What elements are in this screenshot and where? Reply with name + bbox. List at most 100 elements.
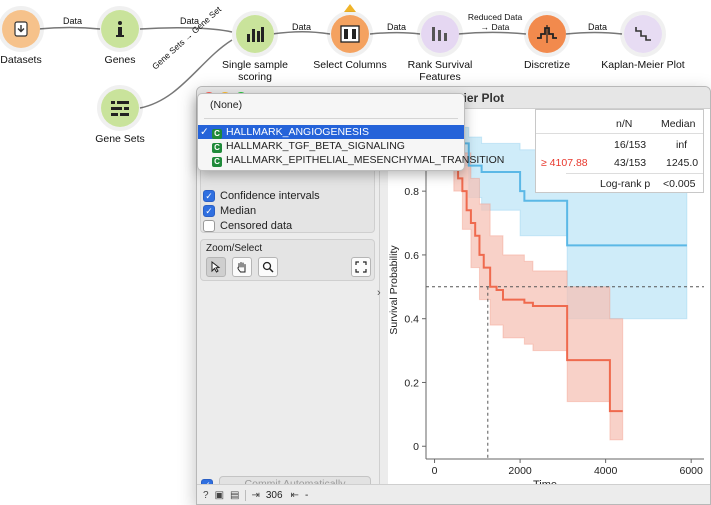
- ci-band-1: [434, 126, 624, 441]
- output-rows-count: -: [304, 490, 309, 501]
- gene-sets-icon: [97, 85, 143, 131]
- dropdown-item-angiogenesis[interactable]: ✓ C HALLMARK_ANGIOGENESIS: [198, 125, 464, 139]
- node-select-columns[interactable]: Select Columns: [305, 4, 395, 71]
- stats-row-nN: 16/153: [614, 139, 647, 151]
- selected-checkmark-icon: ✓: [200, 126, 209, 138]
- help-icon[interactable]: ?: [203, 490, 209, 501]
- save-icon[interactable]: ▣: [214, 490, 225, 501]
- confidence-intervals-checkbox[interactable]: ✓ Confidence intervals: [203, 190, 320, 202]
- link-discretize-km[interactable]: [565, 31, 623, 35]
- stats-header-nN: n/N: [616, 118, 633, 130]
- x-tick-label: 6000: [679, 465, 703, 477]
- dropdown-item-label: (None): [210, 99, 243, 111]
- checkbox-label: Confidence intervals: [220, 190, 320, 202]
- checkbox-checked-icon: ✓: [203, 205, 215, 217]
- magnifier-icon: [262, 261, 274, 273]
- continuous-variable-icon: C: [212, 129, 222, 139]
- link-genes-scoring[interactable]: [139, 27, 233, 33]
- censored-data-checkbox[interactable]: Censored data: [203, 220, 292, 232]
- zoom-select-title: Zoom/Select: [206, 243, 263, 254]
- warning-icon: [344, 4, 356, 12]
- node-label: Select Columns: [313, 59, 387, 71]
- dropdown-item-emt[interactable]: C HALLMARK_EPITHELIAL_MESENCHYMAL_TRANSIT…: [198, 153, 504, 167]
- pan-tool-button[interactable]: [232, 257, 252, 277]
- input-rows-count: 306: [265, 490, 283, 501]
- dropdown-item-none[interactable]: (None): [198, 98, 464, 112]
- y-tick-label: 0: [413, 441, 419, 453]
- node-datasets[interactable]: Datasets: [0, 6, 66, 66]
- x-tick-label: 0: [432, 465, 438, 477]
- edge-label: Data: [588, 22, 608, 32]
- y-axis-label: Survival Probability: [388, 245, 400, 335]
- x-tick-label: 2000: [508, 465, 532, 477]
- output-icon: ⇤: [290, 490, 299, 501]
- node-discretize[interactable]: Discretize: [502, 11, 592, 71]
- stats-row-median: inf: [676, 139, 688, 151]
- dropdown-item-tgf-beta[interactable]: C HALLMARK_TGF_BETA_SIGNALING: [198, 139, 464, 153]
- info-icon: [97, 6, 143, 52]
- edge-label: Data: [63, 16, 83, 26]
- y-tick-label: 0.8: [404, 186, 419, 198]
- node-rank-survival-features[interactable]: Rank Survival Features: [395, 11, 485, 83]
- display-options-group: [200, 161, 375, 233]
- logrank-value: <0.005: [663, 178, 696, 190]
- dropdown-separator: [204, 118, 458, 119]
- reset-zoom-button[interactable]: [351, 257, 371, 277]
- node-genes[interactable]: Genes: [75, 6, 165, 66]
- report-icon[interactable]: ▤: [230, 490, 240, 501]
- hand-icon: [237, 262, 246, 273]
- node-single-sample-scoring[interactable]: Single sample scoring: [207, 11, 303, 83]
- panel-toggle-icon[interactable]: ›: [377, 287, 381, 299]
- select-tool-button[interactable]: [206, 257, 226, 277]
- discretize-icon: [524, 11, 570, 57]
- continuous-variable-icon: C: [212, 143, 222, 153]
- node-gene-sets[interactable]: Gene Sets: [75, 85, 165, 145]
- edge-label: Reduced Data → Data: [467, 12, 523, 32]
- edge-label: Data: [180, 16, 200, 26]
- node-label: Datasets: [0, 54, 42, 66]
- stats-table: n/N Median 16/153 inf ≥ 4107.88 43/153 1…: [535, 109, 704, 193]
- continuous-variable-icon: C: [212, 157, 222, 167]
- x-tick-label: 4000: [594, 465, 618, 477]
- group-by-dropdown-menu[interactable]: (None) ✓ C HALLMARK_ANGIOGENESIS C HALLMARK…: [197, 93, 504, 171]
- node-label: Discretize: [523, 59, 571, 71]
- edge-label: Data: [292, 22, 312, 32]
- node-label: Rank Survival Features: [407, 59, 473, 83]
- stats-row-nN: 43/153: [614, 157, 647, 169]
- stats-row-group: ≥ 4107.88: [541, 157, 588, 169]
- dropdown-item-label: HALLMARK_TGF_BETA_SIGNALING: [226, 140, 405, 152]
- node-label: Gene Sets: [95, 133, 145, 145]
- link-selectcolumns-rank[interactable]: [369, 31, 421, 35]
- select-columns-icon: [327, 11, 373, 57]
- node-label: Kaplan-Meier Plot: [601, 59, 685, 71]
- y-tick-label: 0.2: [404, 377, 419, 389]
- median-checkbox[interactable]: ✓ Median: [203, 205, 256, 217]
- status-bar: ? ▣ ▤ ⇥ 306 ⇤ -: [197, 484, 710, 504]
- node-label: Genes: [104, 54, 136, 66]
- zoom-tool-button[interactable]: [258, 257, 278, 277]
- node-label: Single sample scoring: [222, 59, 288, 83]
- zoom-select-group: Zoom/Select: [200, 239, 375, 281]
- y-tick-label: 0.6: [404, 250, 419, 262]
- datasets-icon: [0, 6, 44, 52]
- checkbox-label: Median: [220, 205, 257, 217]
- y-tick-label: 0.4: [404, 314, 419, 326]
- node-kaplan-meier-plot[interactable]: Kaplan-Meier Plot: [598, 11, 688, 71]
- link-rank-discretize[interactable]: [457, 31, 527, 35]
- checkbox-checked-icon: ✓: [203, 190, 215, 202]
- link-genesets-scoring[interactable]: [139, 39, 233, 109]
- pointer-icon: [211, 261, 221, 273]
- dropdown-item-label: HALLMARK_EPITHELIAL_MESENCHYMAL_TRANSITI…: [226, 154, 505, 166]
- rank-icon: [417, 11, 463, 57]
- logrank-label: Log-rank p: [600, 178, 651, 190]
- stats-header-median: Median: [661, 118, 696, 130]
- fit-view-icon: [355, 261, 367, 273]
- dropdown-item-label: HALLMARK_ANGIOGENESIS: [226, 126, 369, 138]
- input-icon: ⇥: [245, 490, 260, 501]
- km-plot-icon: [620, 11, 666, 57]
- checkbox-unchecked-icon: [203, 220, 215, 232]
- bar-chart-icon: [232, 11, 278, 57]
- edge-label: Data: [387, 22, 407, 32]
- survival-curve-1: [434, 126, 623, 413]
